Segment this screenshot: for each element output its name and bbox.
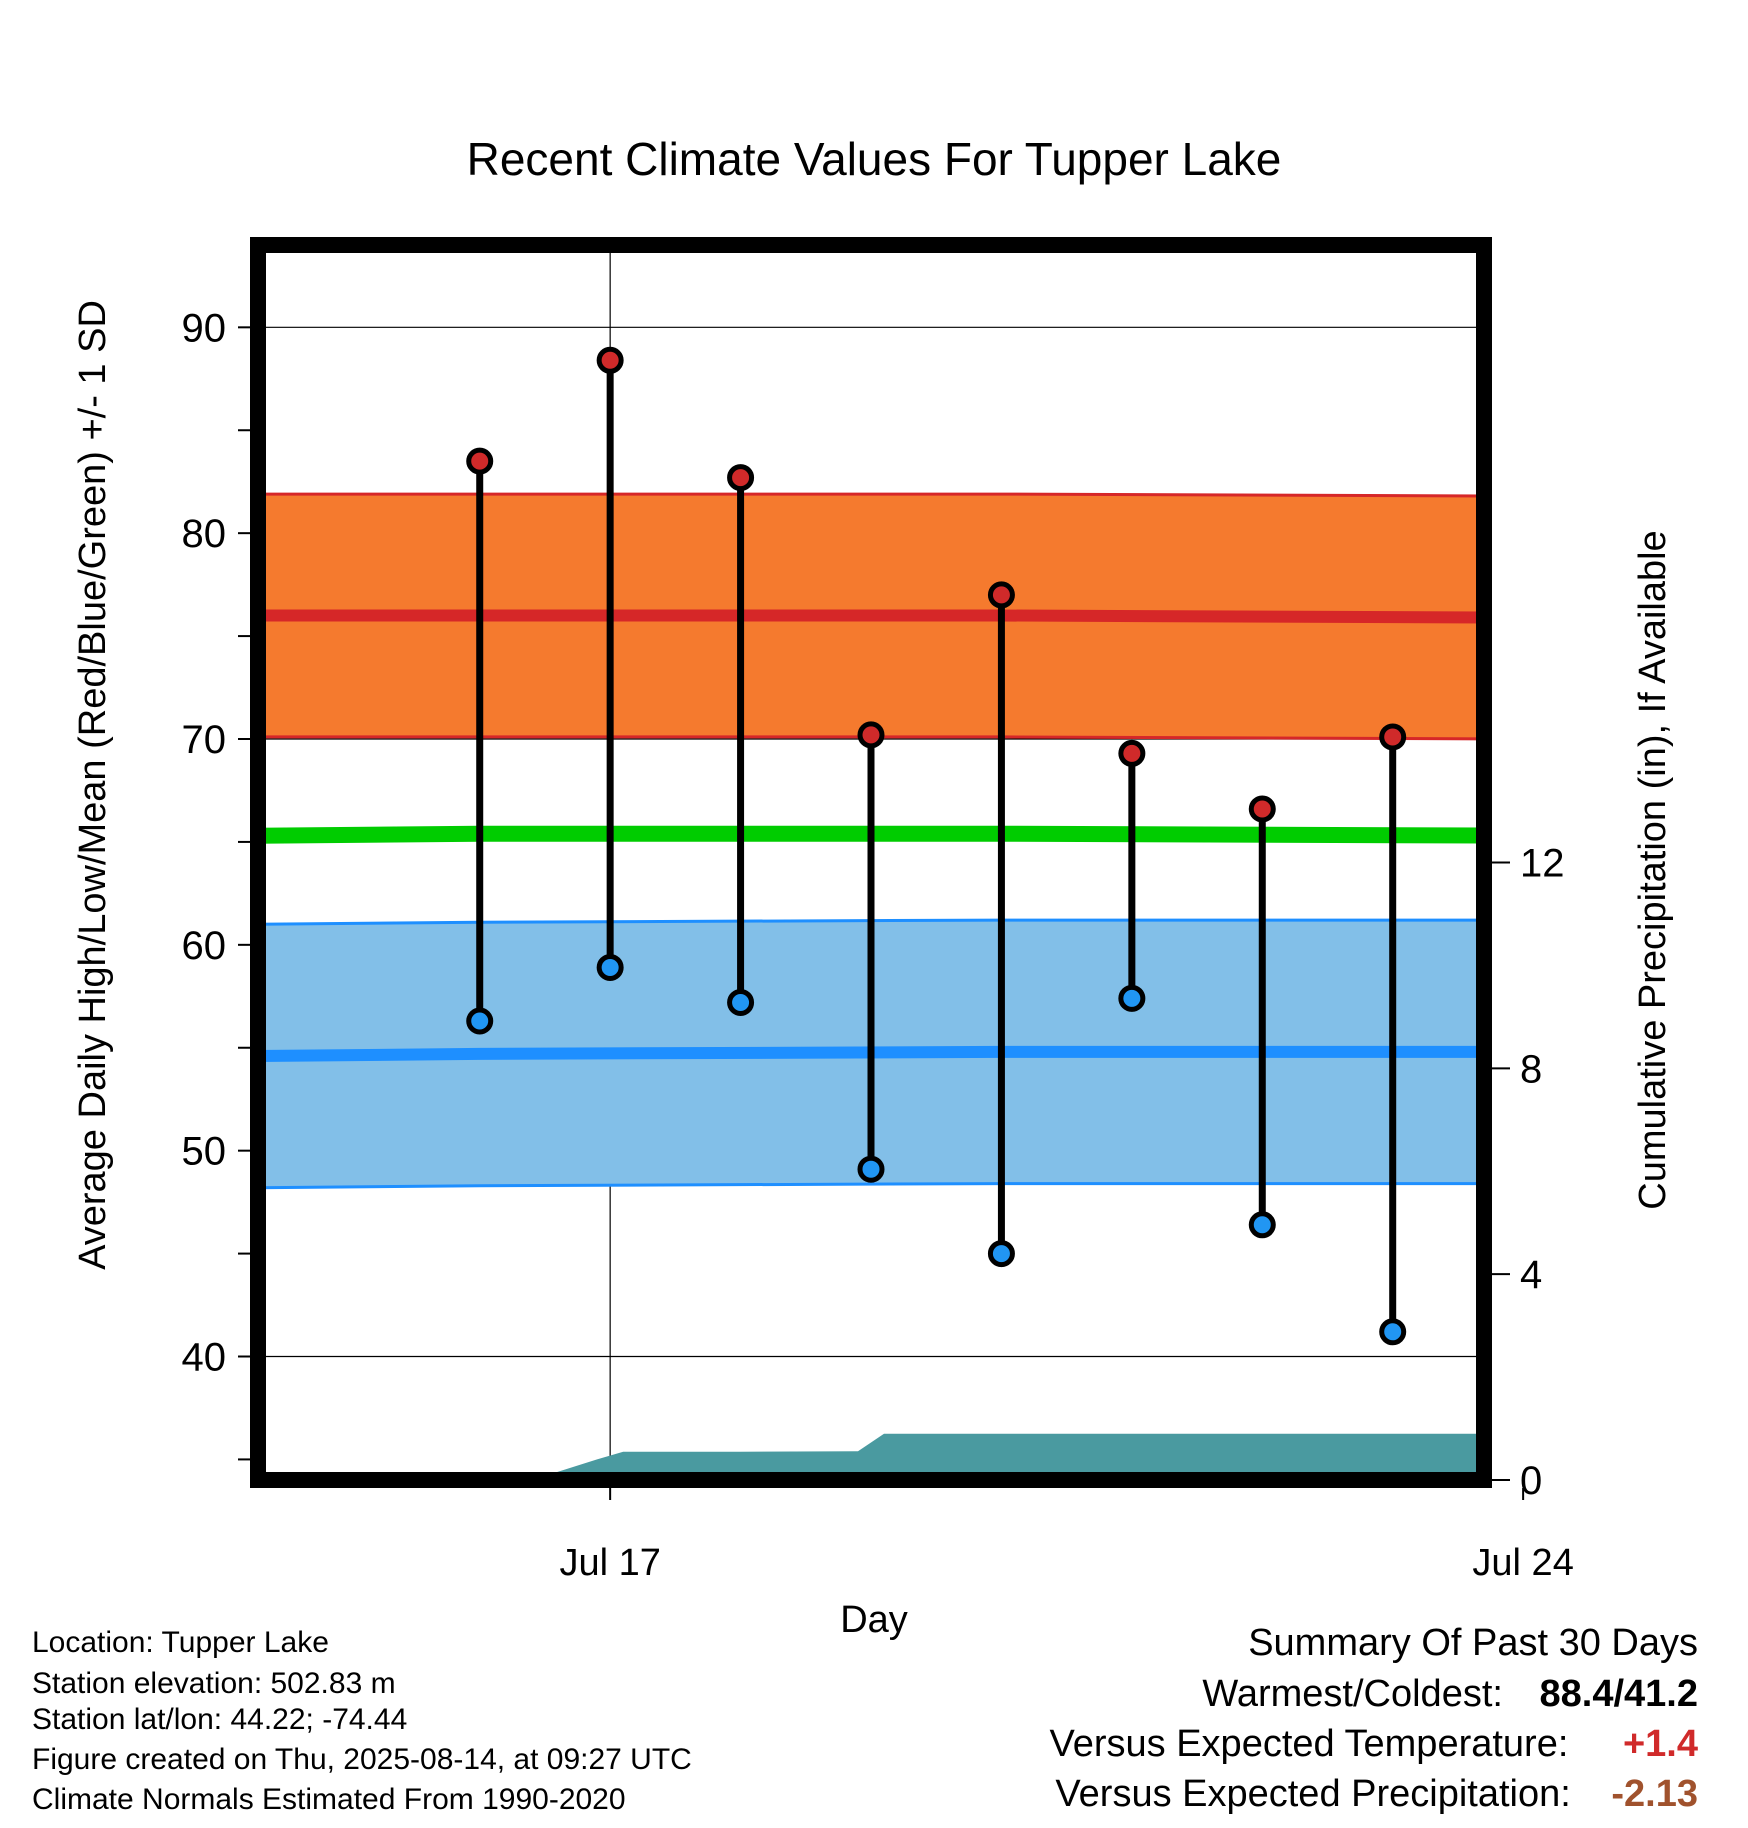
daily-low-point bbox=[1379, 1318, 1407, 1346]
y-tick-label: 60 bbox=[182, 924, 227, 968]
y-tick-label: 50 bbox=[182, 1130, 227, 1174]
location-text: Location: Tupper Lake bbox=[32, 1626, 329, 1659]
created-text: Figure created on Thu, 2025-08-14, at 09… bbox=[32, 1743, 692, 1776]
daily-high-point bbox=[1643, 405, 1665, 427]
temp-vs-expected-label: Versus Expected Temperature: bbox=[1049, 1723, 1569, 1765]
summary-temperature: Versus Expected Temperature: +1.4 bbox=[1049, 1723, 1698, 1766]
low-band-lower bbox=[258, 1182, 1484, 1190]
y2-axis-label: Cumulative Precipitation (in), If Availa… bbox=[1632, 530, 1674, 1209]
plot-content: 1 SD:±5.9°FAvg:74.6°F1 SD:±6.4°FAvg:53.3… bbox=[258, 245, 1665, 1480]
elevation-text: Station elevation: 502.83 m bbox=[32, 1667, 396, 1700]
warm-cold-value: 88.4/41.2 bbox=[1539, 1673, 1698, 1715]
high-band-lower bbox=[258, 735, 1484, 741]
daily-high-point bbox=[1512, 565, 1534, 587]
x-tick-label: Jul 17 bbox=[559, 1542, 660, 1584]
daily-high-point bbox=[987, 581, 1015, 609]
daily-high-point bbox=[596, 346, 624, 374]
daily-low-point bbox=[987, 1240, 1015, 1268]
summary-precipitation: Versus Expected Precipitation: -2.13 bbox=[1055, 1773, 1698, 1816]
daily-low-point bbox=[596, 953, 624, 981]
low-band-upper bbox=[258, 918, 1484, 926]
daily-low-point bbox=[1248, 1211, 1276, 1239]
temp-vs-expected-value: +1.4 bbox=[1622, 1723, 1698, 1765]
warm-cold-label: Warmest/Coldest: bbox=[1202, 1673, 1503, 1715]
precipitation-area bbox=[258, 1433, 1484, 1480]
daily-high-point bbox=[1248, 795, 1276, 823]
y2-tick-label: 0 bbox=[1520, 1459, 1542, 1503]
summary-title: Summary Of Past 30 Days bbox=[1248, 1622, 1698, 1664]
y-tick-label: 90 bbox=[182, 306, 227, 350]
y2-tick-label: 8 bbox=[1520, 1047, 1542, 1091]
high-average-line bbox=[258, 609, 1484, 624]
chart-title: Recent Climate Values For Tupper Lake bbox=[467, 133, 1282, 185]
y-tick-label: 70 bbox=[182, 718, 227, 762]
plot-area: 1 SD:±5.9°FAvg:74.6°F1 SD:±6.4°FAvg:53.3… bbox=[258, 245, 1665, 1480]
precip-vs-expected-value: -2.13 bbox=[1611, 1773, 1698, 1815]
daily-high-point bbox=[466, 447, 494, 475]
y-tick-label: 40 bbox=[182, 1336, 227, 1380]
y2-tick-label: 4 bbox=[1520, 1253, 1542, 1297]
daily-low-point bbox=[857, 1155, 885, 1183]
daily-high-point bbox=[857, 721, 885, 749]
daily-low-point bbox=[1118, 984, 1146, 1012]
daily-low-point bbox=[727, 988, 755, 1016]
x-axis-label: Day bbox=[840, 1599, 908, 1641]
daily-high-point bbox=[727, 464, 755, 492]
normals-text: Climate Normals Estimated From 1990-2020 bbox=[32, 1783, 626, 1816]
y-axis-label: Average Daily High/Low/Mean (Red/Blue/Gr… bbox=[72, 300, 114, 1270]
daily-high-point bbox=[1118, 739, 1146, 767]
summary-warm-cold: Warmest/Coldest: 88.4/41.2 bbox=[1202, 1673, 1698, 1716]
mean-line bbox=[258, 825, 1484, 844]
x-tick-label: Jul 24 bbox=[1472, 1542, 1573, 1584]
y2-tick-label: 12 bbox=[1520, 842, 1565, 886]
precip-vs-expected-label: Versus Expected Precipitation: bbox=[1055, 1773, 1571, 1815]
high-band-upper bbox=[258, 492, 1484, 498]
daily-low-point bbox=[466, 1007, 494, 1035]
y-tick-label: 80 bbox=[182, 512, 227, 556]
low-average-line bbox=[258, 1045, 1484, 1062]
plot-frame bbox=[250, 237, 1492, 1488]
latlon-text: Station lat/lon: 44.22; -74.44 bbox=[32, 1703, 408, 1736]
station-info: Location: Tupper Lake Station elevation:… bbox=[32, 1625, 692, 1818]
daily-high-point bbox=[1379, 723, 1407, 751]
